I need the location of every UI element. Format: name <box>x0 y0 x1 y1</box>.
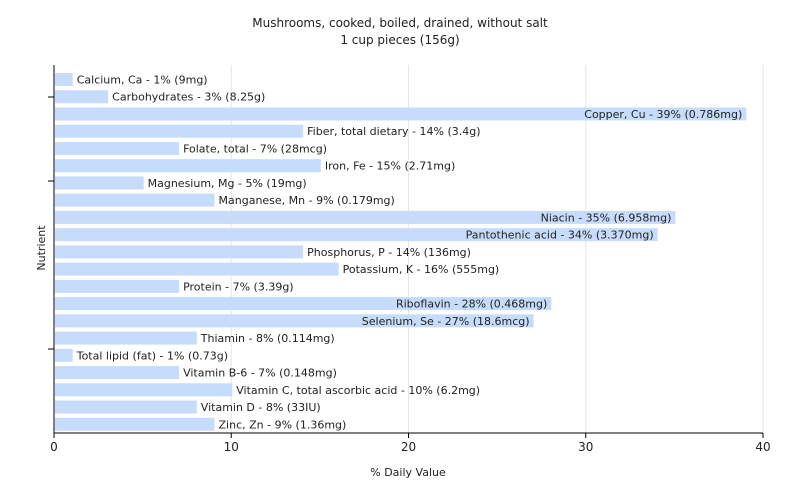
bar-label: Protein - 7% (3.39g) <box>183 280 294 293</box>
bar <box>55 400 197 414</box>
bars-group: Calcium, Ca - 1% (9mg) Carbohydrates - 3%… <box>55 73 747 431</box>
bar-label: Total lipid (fat) - 1% (0.73g) <box>76 349 228 362</box>
chart-title: Mushrooms, cooked, boiled, drained, with… <box>252 16 548 30</box>
bar-label: Riboflavin - 28% (0.468mg) <box>396 298 547 311</box>
bar <box>55 90 109 104</box>
x-tick-label: 20 <box>401 440 416 454</box>
bar-label: Manganese, Mn - 9% (0.179mg) <box>219 194 395 207</box>
bar <box>55 279 180 293</box>
bar <box>55 193 215 207</box>
bar <box>55 141 180 155</box>
x-tick-label: 40 <box>755 440 770 454</box>
chart-subtitle: 1 cup pieces (156g) <box>340 33 459 47</box>
bar-label: Carbohydrates - 3% (8.25g) <box>112 91 265 104</box>
bar-label: Niacin - 35% (6.958mg) <box>541 211 672 224</box>
x-tick-label: 0 <box>50 440 58 454</box>
bar <box>55 124 304 138</box>
bar <box>55 383 233 397</box>
bar <box>55 107 747 121</box>
bar <box>55 417 215 431</box>
bar-label: Fiber, total dietary - 14% (3.4g) <box>307 125 480 138</box>
bar <box>55 228 658 242</box>
bar <box>55 245 304 259</box>
bar-label: Iron, Fe - 15% (2.71mg) <box>325 160 455 173</box>
bar <box>55 159 321 173</box>
bar <box>55 297 552 311</box>
bar-label: Vitamin B-6 - 7% (0.148mg) <box>183 367 337 380</box>
bar <box>55 176 144 190</box>
y-axis-title: Nutrient <box>35 225 48 271</box>
bar <box>55 210 676 224</box>
x-tick-label: 30 <box>578 440 593 454</box>
bar-label: Potassium, K - 16% (555mg) <box>343 263 500 276</box>
bar-label: Folate, total - 7% (28mcg) <box>183 142 327 155</box>
bar-label: Selenium, Se - 27% (18.6mcg) <box>362 315 530 328</box>
bar-label: Zinc, Zn - 9% (1.36mg) <box>219 418 347 431</box>
bar <box>55 366 180 380</box>
bar-label: Thiamin - 8% (0.114mg) <box>200 332 335 345</box>
axes-group: 0 10 20 30 40 <box>48 65 771 454</box>
bar <box>55 314 534 328</box>
bar-label: Pantothenic acid - 34% (3.370mg) <box>466 229 654 242</box>
bar-label: Phosphorus, P - 14% (136mg) <box>307 246 471 259</box>
bar <box>55 262 339 276</box>
x-axis-title: % Daily Value <box>370 466 446 479</box>
bar-label: Copper, Cu - 39% (0.786mg) <box>584 108 742 121</box>
bar <box>55 331 197 345</box>
x-tick-label: 10 <box>224 440 239 454</box>
bar <box>55 73 73 86</box>
bar-label: Calcium, Ca - 1% (9mg) <box>77 74 208 87</box>
bar-label: Vitamin C, total ascorbic acid - 10% (6.… <box>236 384 480 397</box>
bar <box>55 348 73 362</box>
bar-label: Vitamin D - 8% (33IU) <box>201 401 321 414</box>
bar-label: Magnesium, Mg - 5% (19mg) <box>148 177 307 190</box>
